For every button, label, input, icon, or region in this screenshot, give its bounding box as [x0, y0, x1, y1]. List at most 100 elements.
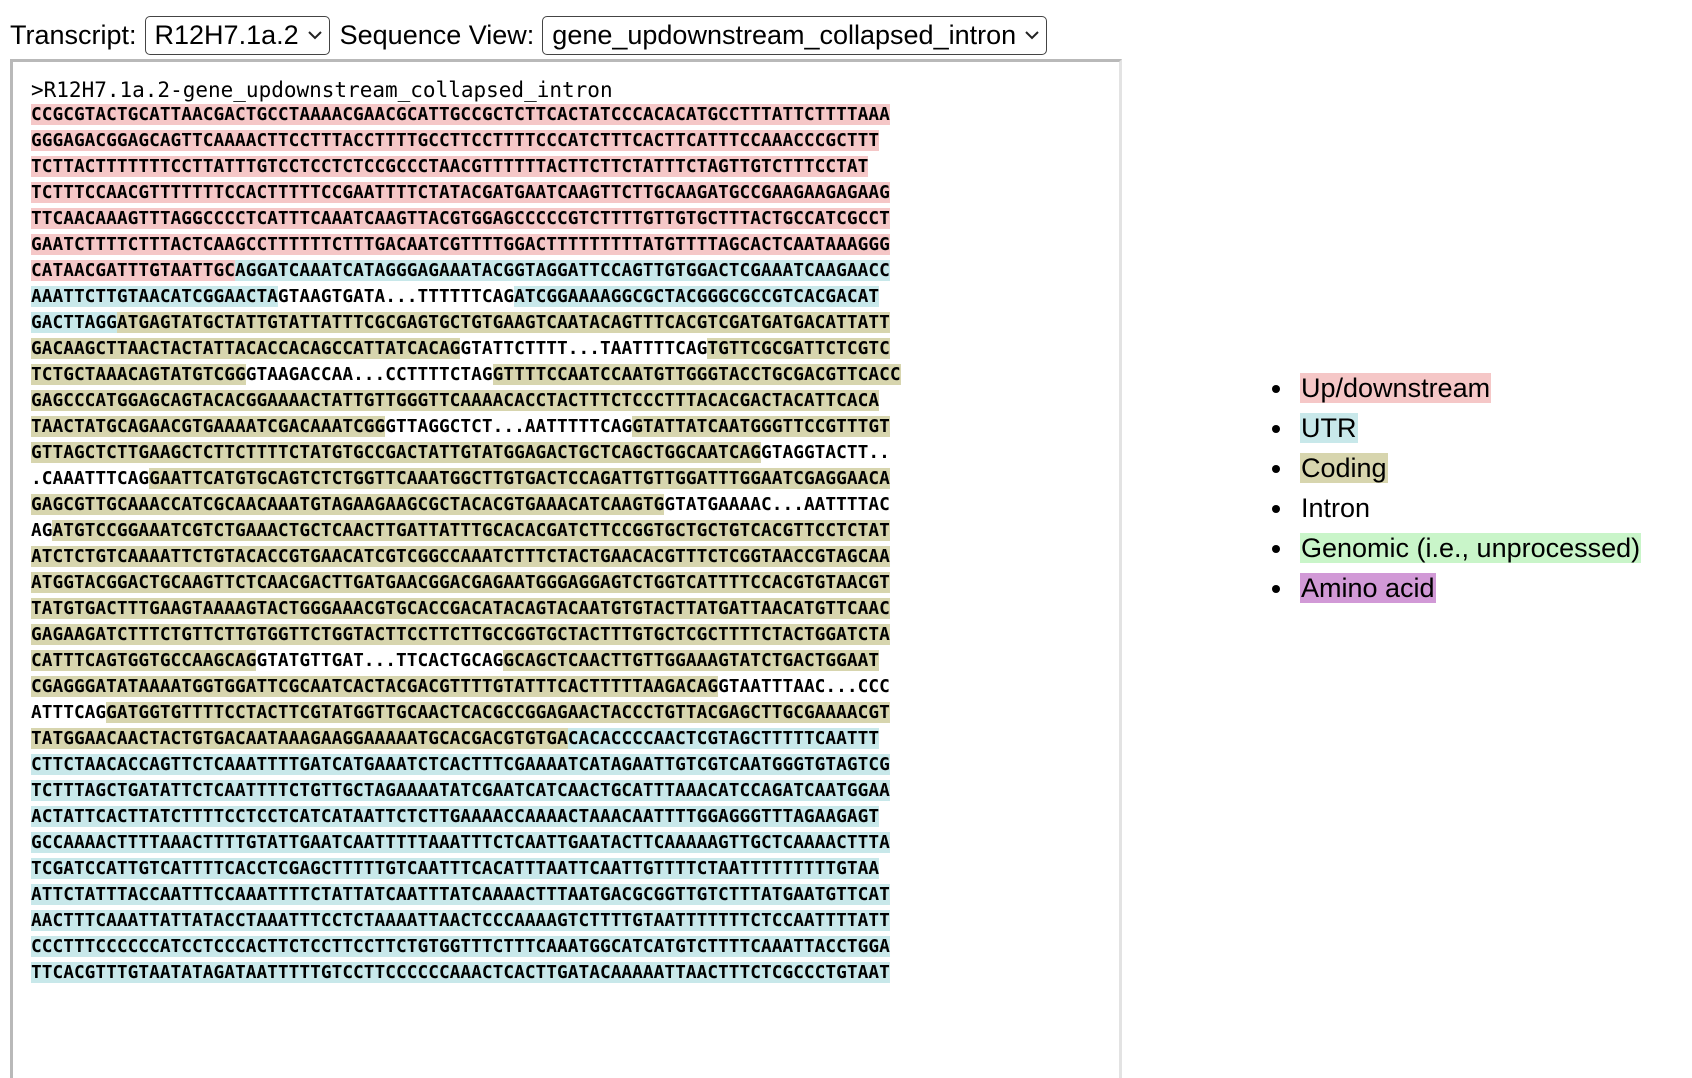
legend-label: UTR — [1300, 413, 1358, 443]
sequence-line: CTTCTAACACCAGTTCTCAAATTTTGATCATGAAATCTCA… — [31, 752, 901, 778]
sequence-segment-up: GAATCTTTTCTTTACTCAAGCCTTTTTTCTTTGACAATCG… — [31, 234, 890, 255]
sequence-segment-utr: CACACCCCAACTCGTAGCTTTTTCAATTT — [567, 728, 880, 749]
sequence-segment-coding: CGAGGGATATAAAATGGTGGATTCGCAATCACTACGACGT… — [31, 676, 719, 697]
sequence-segment-intron: GTAGGTACTT.. — [761, 442, 890, 463]
sequence-view-select[interactable]: gene_updownstream_collapsed_intron — [542, 15, 1048, 55]
sequence-segment-intron: GTAAGTGATA...TTTTTTCAG — [277, 286, 515, 307]
legend: Up/downstream UTR Coding Intron Genomic (i.e… — [1272, 368, 1642, 608]
sequence-segment-utr: AGGATCAAATCATAGGGAGAAATACGGTAGGATTCCAGTT… — [234, 260, 890, 281]
sequence-segment-intron: GTAAGACCAA...CCTTTTCTAG — [245, 364, 493, 385]
bullet-icon — [1272, 425, 1280, 433]
sequence-line: GACTTAGGATGAGTATGCTATTGTATTATTTCGCGAGTGC… — [31, 310, 901, 336]
sequence-header: >R12H7.1a.2-gene_updownstream_collapsed_… — [31, 78, 613, 102]
sequence-line: CCGCGTACTGCATTAACGACTGCCTAAAACGAACGCATTG… — [31, 102, 901, 128]
sequence-segment-coding: GTTTTCCAATCCAATGTTGGGTACCTGCGACGTTCACC — [492, 364, 901, 385]
sequence-segment-coding: TATGGAACAACTACTGTGACAATAAAGAAGGAAAAATGCA… — [31, 728, 568, 749]
sequence-line: TCGATCCATTGTCATTTTCACCTCGAGCTTTTTGTCAATT… — [31, 856, 901, 882]
sequence-segment-utr: TCGATCCATTGTCATTTTCACCTCGAGCTTTTTGTCAATT… — [31, 858, 880, 879]
sequence-line: TCTGCTAAACAGTATGTCGGGTAAGACCAA...CCTTTTC… — [31, 362, 901, 388]
sequence-segment-coding: ATGAGTATGCTATTGTATTATTTCGCGAGTGCTGTGAAGT… — [116, 312, 890, 333]
sequence-segment-intron: .CAAATTTCAG — [31, 468, 150, 489]
sequence-line: CATAACGATTTGTAATTGCAGGATCAAATCATAGGGAGAA… — [31, 258, 901, 284]
sequence-line: TCTTACTTTTTTTCCTTATTTGTCCTCCTCTCCGCCCTAA… — [31, 154, 901, 180]
chevron-down-icon — [307, 30, 323, 40]
sequence-segment-up: TCTTTCCAACGTTTTTTTCCACTTTTTCCGAATTTTCTAT… — [31, 182, 890, 203]
sequence-segment-coding: GAGCCCATGGAGCAGTACACGGAAAACTATTGTTGGGTTC… — [31, 390, 880, 411]
sequence-segment-coding: GAGCGTTGCAAACCATCGCAACAAATGTAGAAGAAGCGCT… — [31, 494, 665, 515]
sequence-line: TTCAACAAAGTTTAGGCCCCTCATTTCAAATCAAGTTACG… — [31, 206, 901, 232]
legend-label: Genomic (i.e., unprocessed) — [1300, 533, 1642, 563]
bullet-icon — [1272, 465, 1280, 473]
sequence-line: TATGTGACTTTGAAGTAAAAGTACTGGGAAACGTGCACCG… — [31, 596, 901, 622]
legend-item: Amino acid — [1272, 568, 1641, 608]
sequence-line: ACTATTCACTTATCTTTTCCTCCTCATCATAATTCTCTTG… — [31, 804, 901, 830]
sequence-line: GTTAGCTCTTGAAGCTCTTCTTTTCTATGTGCCGACTATT… — [31, 440, 901, 466]
sequence-segment-coding: GTATTATCAATGGGTTCCGTTTGT — [632, 416, 890, 437]
sequence-line: .CAAATTTCAGGAATTCATGTGCAGTCTCTGGTTCAAATG… — [31, 466, 901, 492]
sequence-line: ATTCTATTTACCAATTTCCAAATTTTCTATTATCAATTTA… — [31, 882, 901, 908]
sequence-line: GAGAAGATCTTTCTGTTCTTGTGGTTCTGGTACTTCCTTC… — [31, 622, 901, 648]
sequence-line: TTCACGTTTGTAATATAGATAATTTTTGTCCTTCCCCCCA… — [31, 960, 901, 986]
sequence-segment-up: CATAACGATTTGTAATTGC — [31, 260, 235, 281]
sequence-line: GCCAAAACTTTTAAACTTTTGTATTGAATCAATTTTTAAA… — [31, 830, 901, 856]
bullet-icon — [1272, 505, 1280, 513]
sequence-line: CGAGGGATATAAAATGGTGGATTCGCAATCACTACGACGT… — [31, 674, 901, 700]
legend-item: Up/downstream — [1272, 368, 1641, 408]
sequence-line: GACAAGCTTAACTACTATTACACCACAGCCATTATCACAG… — [31, 336, 901, 362]
sequence-segment-coding: GCAGCTCAACTTGTTGGAAAGTATCTGACTGGAAT — [503, 650, 880, 671]
legend-label: Coding — [1300, 453, 1388, 483]
sequence-segment-utr: ATCGGAAAAGGCGCTACGGGCGCCGTCACGACAT — [514, 286, 880, 307]
sequence-line: TAACTATGCAGAACGTGAAAATCGACAAATCGGGTTAGGC… — [31, 414, 901, 440]
sequence-segment-coding: TCTGCTAAACAGTATGTCGG — [31, 364, 246, 385]
controls-bar: Transcript: R12H7.1a.2 Sequence View: ge… — [10, 15, 1057, 55]
sequence-line: AAATTCTTGTAACATCGGAACTAGTAAGTGATA...TTTT… — [31, 284, 901, 310]
transcript-select[interactable]: R12H7.1a.2 — [144, 15, 330, 55]
sequence-segment-coding: TGTTCGCGATTCTCGTC — [707, 338, 890, 359]
sequence-segment-intron: GTATTCTTTT...TAATTTTCAG — [460, 338, 708, 359]
sequence-line: ATCTCTGTCAAAATTCTGTACACCGTGAACATCGTCGGCC… — [31, 544, 901, 570]
sequence-line: GAATCTTTTCTTTACTCAAGCCTTTTTTCTTTGACAATCG… — [31, 232, 901, 258]
sequence-segment-intron: GTATGAAAAC...AATTTTAC — [664, 494, 890, 515]
legend-label: Up/downstream — [1300, 373, 1492, 403]
sequence-segment-utr: CCCTTTCCCCCCATCCTCCCACTTCTCCTTCCTTCTGTGG… — [31, 936, 890, 957]
sequence-segment-up: TCTTACTTTTTTTCCTTATTTGTCCTCCTCTCCGCCCTAA… — [31, 156, 869, 177]
legend-item: Intron — [1272, 488, 1641, 528]
sequence-line: TATGGAACAACTACTGTGACAATAAAGAAGGAAAAATGCA… — [31, 726, 901, 752]
sequence-lines: CCGCGTACTGCATTAACGACTGCCTAAAACGAACGCATTG… — [31, 102, 901, 986]
sequence-segment-up: CCGCGTACTGCATTAACGACTGCCTAAAACGAACGCATTG… — [31, 104, 890, 125]
sequence-line: GAGCGTTGCAAACCATCGCAACAAATGTAGAAGAAGCGCT… — [31, 492, 901, 518]
sequence-segment-utr: GACTTAGG — [31, 312, 117, 333]
chevron-down-icon — [1024, 30, 1040, 40]
sequence-segment-intron: GTAATTTAAC...CCC — [718, 676, 890, 697]
transcript-select-value: R12H7.1a.2 — [154, 19, 299, 50]
sequence-segment-intron: ATTTCAG — [31, 702, 107, 723]
sequence-line: TCTTTAGCTGATATTCTCAATTTTCTGTTGCTAGAAAATA… — [31, 778, 901, 804]
sequence-segment-coding: GTTAGCTCTTGAAGCTCTTCTTTTCTATGTGCCGACTATT… — [31, 442, 761, 463]
sequence-segment-coding: ATCTCTGTCAAAATTCTGTACACCGTGAACATCGTCGGCC… — [31, 546, 890, 567]
sequence-segment-up: GGGAGACGGAGCAGTTCAAAACTTCCTTTACCTTTTGCCT… — [31, 130, 880, 151]
sequence-segment-utr: ATTCTATTTACCAATTTCCAAATTTTCTATTATCAATTTA… — [31, 884, 890, 905]
sequence-segment-utr: GCCAAAACTTTTAAACTTTTGTATTGAATCAATTTTTAAA… — [31, 832, 890, 853]
sequence-view-select-value: gene_updownstream_collapsed_intron — [552, 19, 1017, 50]
sequence-panel[interactable]: >R12H7.1a.2-gene_updownstream_collapsed_… — [10, 59, 1122, 1078]
legend-item: UTR — [1272, 408, 1641, 448]
sequence-segment-coding: TATGTGACTTTGAAGTAAAAGTACTGGGAAACGTGCACCG… — [31, 598, 890, 619]
sequence-segment-intron: GTATGTTGAT...TTCACTGCAG — [256, 650, 504, 671]
bullet-icon — [1272, 545, 1280, 553]
legend-item: Coding — [1272, 448, 1641, 488]
legend-label: Intron — [1300, 493, 1372, 523]
legend-label: Amino acid — [1300, 573, 1436, 603]
transcript-label: Transcript: — [10, 19, 137, 50]
sequence-line: AGATGTCCGGAAATCGTCTGAAACTGCTCAACTTGATTAT… — [31, 518, 901, 544]
sequence-segment-utr: AACTTTCAAATTATTATACCTAAATTTCCTCTAAAATTAA… — [31, 910, 890, 931]
sequence-segment-coding: GAATTCATGTGCAGTCTCTGGTTCAAATGGCTTGTGACTC… — [149, 468, 890, 489]
legend-item: Genomic (i.e., unprocessed) — [1272, 528, 1642, 568]
sequence-line: CATTTCAGTGGTGCCAAGCAGGTATGTTGAT...TTCACT… — [31, 648, 901, 674]
sequence-line: ATTTCAGGATGGTGTTTTCCTACTTCGTATGGTTGCAACT… — [31, 700, 901, 726]
sequence-segment-intron: AG — [31, 520, 53, 541]
sequence-line: AACTTTCAAATTATTATACCTAAATTTCCTCTAAAATTAA… — [31, 908, 901, 934]
sequence-view-label: Sequence View: — [339, 19, 535, 50]
sequence-line: TCTTTCCAACGTTTTTTTCCACTTTTTCCGAATTTTCTAT… — [31, 180, 901, 206]
sequence-segment-coding: ATGTCCGGAAATCGTCTGAAACTGCTCAACTTGATTATTT… — [52, 520, 890, 541]
sequence-segment-utr: TCTTTAGCTGATATTCTCAATTTTCTGTTGCTAGAAAATA… — [31, 780, 890, 801]
